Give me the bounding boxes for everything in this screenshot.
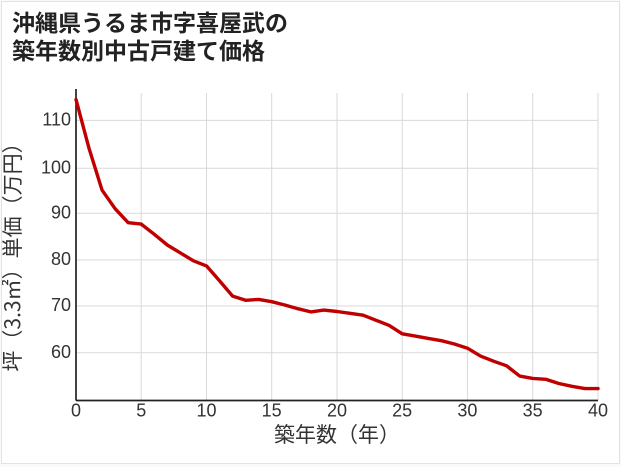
svg-text:築年数（年）: 築年数（年） (274, 419, 400, 449)
svg-text:40: 40 (588, 401, 608, 421)
svg-text:坪（3.3㎡）単価（万円）: 坪（3.3㎡）単価（万円） (2, 132, 27, 371)
svg-text:20: 20 (327, 401, 347, 421)
svg-text:60: 60 (51, 342, 71, 362)
svg-text:35: 35 (523, 401, 543, 421)
svg-text:110: 110 (42, 110, 71, 130)
svg-text:15: 15 (262, 401, 282, 421)
svg-text:25: 25 (392, 401, 412, 421)
svg-text:5: 5 (136, 401, 146, 421)
svg-text:100: 100 (41, 158, 71, 178)
svg-text:90: 90 (51, 203, 71, 223)
svg-text:0: 0 (71, 401, 81, 421)
svg-text:10: 10 (196, 401, 216, 421)
svg-text:30: 30 (457, 401, 477, 421)
svg-text:80: 80 (51, 249, 71, 269)
svg-text:70: 70 (51, 295, 71, 315)
